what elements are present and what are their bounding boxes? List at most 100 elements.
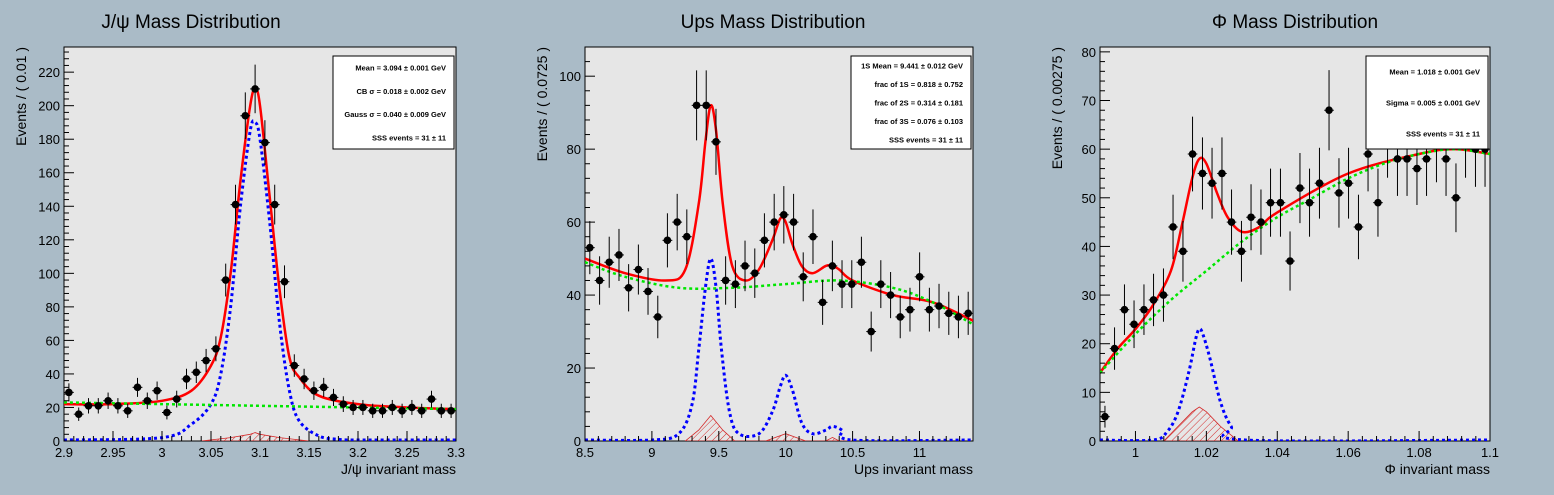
y-tick-label: 40 bbox=[46, 367, 60, 382]
fit-stat-line: Gauss σ = 0.040 ± 0.009 GeV bbox=[344, 110, 446, 119]
fit-stat-line: SSS events = 31 ± 11 bbox=[372, 133, 446, 142]
data-point bbox=[914, 252, 925, 302]
data-point bbox=[240, 92, 251, 140]
y-tick-label: 20 bbox=[1082, 337, 1096, 352]
y-tick-label: 80 bbox=[1082, 45, 1096, 60]
data-point bbox=[856, 236, 867, 288]
y-tick-label: 60 bbox=[46, 333, 60, 348]
total-fit-curve bbox=[585, 104, 973, 322]
y-tick-label: 140 bbox=[38, 199, 60, 214]
data-point bbox=[963, 291, 973, 335]
data-point bbox=[604, 236, 615, 288]
x-tick-label: 1.02 bbox=[1194, 445, 1219, 460]
data-point bbox=[132, 377, 143, 397]
data-point bbox=[662, 213, 673, 268]
data-point bbox=[181, 368, 192, 390]
background-fit-curve bbox=[1100, 147, 1490, 374]
y-axis-title: Events / ( 0.0725 ) bbox=[534, 47, 550, 161]
x-tick-label: 10.5 bbox=[840, 445, 865, 460]
fit-stat-line: SSS events = 31 ± 11 bbox=[1406, 130, 1480, 139]
data-point bbox=[672, 193, 683, 251]
y-tick-label: 80 bbox=[46, 300, 60, 315]
x-tick-label: 1.04 bbox=[1265, 445, 1290, 460]
data-point bbox=[1119, 284, 1130, 335]
data-point bbox=[1109, 327, 1120, 370]
data-point bbox=[1236, 220, 1247, 282]
data-point bbox=[934, 283, 944, 329]
data-point bbox=[260, 120, 270, 165]
plot-area bbox=[585, 70, 973, 441]
background-fit-curve bbox=[585, 261, 973, 326]
chart-title: J/ψ Mass Distribution bbox=[101, 12, 280, 33]
data-point bbox=[594, 256, 605, 305]
fit-stat-line: frac of 3S = 0.076 ± 0.103 bbox=[874, 117, 963, 126]
data-point bbox=[720, 256, 731, 305]
data-point bbox=[808, 209, 818, 265]
data-point bbox=[1226, 189, 1237, 255]
data-point bbox=[633, 244, 644, 295]
data-point bbox=[1100, 405, 1110, 428]
y-axis-title: Events / ( 0.01 ) bbox=[13, 47, 29, 146]
x-tick-label: 1.06 bbox=[1336, 445, 1361, 460]
y-tick-label: 100 bbox=[38, 266, 60, 281]
y-tick-label: 80 bbox=[567, 142, 581, 157]
x-tick-label: 3.25 bbox=[394, 445, 419, 460]
y-tick-label: 40 bbox=[1082, 239, 1096, 254]
data-point bbox=[1373, 168, 1383, 237]
x-tick-label: 3.3 bbox=[447, 445, 465, 460]
data-point bbox=[1187, 116, 1198, 192]
data-point bbox=[269, 184, 280, 225]
data-point bbox=[103, 392, 113, 409]
data-point bbox=[318, 377, 329, 397]
chart-panel-1: J/ψ Mass Distribution 2.9 2.95 3 3.05 3.1 3.15… bbox=[13, 12, 465, 477]
data-point bbox=[924, 287, 935, 332]
x-axis-title: Φ invariant mass bbox=[1385, 461, 1490, 477]
fit-stat-line: Mean = 1.018 ± 0.001 GeV bbox=[1389, 68, 1480, 77]
data-point bbox=[299, 368, 309, 390]
data-point bbox=[643, 268, 653, 315]
data-point bbox=[1334, 158, 1344, 228]
x-tick-label: 3 bbox=[158, 445, 165, 460]
data-point bbox=[220, 263, 231, 297]
data-point bbox=[1451, 163, 1461, 233]
data-point bbox=[93, 398, 104, 414]
hatched-component bbox=[1163, 406, 1239, 441]
x-tick-label: 2.9 bbox=[55, 445, 73, 460]
x-tick-label: 1.08 bbox=[1406, 445, 1431, 460]
fit-stats-box: Mean = 3.094 ± 0.001 GeV CB σ = 0.018 ± 0… bbox=[332, 55, 455, 150]
data-point bbox=[1314, 147, 1325, 219]
y-tick-label: 60 bbox=[1082, 142, 1096, 157]
fit-stat-line: frac of 1S = 0.818 ± 0.752 bbox=[874, 80, 963, 89]
hatched-component bbox=[201, 432, 310, 441]
data-point bbox=[837, 260, 847, 309]
data-point bbox=[1343, 147, 1354, 219]
y-tick-label: 0 bbox=[574, 434, 581, 449]
data-point bbox=[1285, 231, 1295, 291]
data-point bbox=[1217, 137, 1227, 210]
data-point bbox=[730, 260, 741, 309]
data-point bbox=[309, 381, 319, 400]
data-point bbox=[711, 108, 721, 175]
data-point bbox=[230, 184, 241, 225]
plot-area bbox=[1100, 70, 1490, 441]
x-axis-title: J/ψ invariant mass bbox=[341, 461, 456, 477]
data-point bbox=[1265, 168, 1276, 237]
data-point bbox=[1139, 284, 1149, 335]
data-point bbox=[846, 260, 857, 309]
data-point bbox=[585, 221, 595, 275]
data-point bbox=[1207, 147, 1217, 219]
data-point bbox=[623, 264, 634, 312]
data-point bbox=[817, 279, 828, 325]
x-tick-label: 9 bbox=[648, 445, 655, 460]
data-point bbox=[798, 252, 809, 302]
data-point bbox=[162, 405, 172, 420]
data-point bbox=[1353, 194, 1364, 260]
data-point bbox=[387, 399, 398, 415]
y-tick-label: 30 bbox=[1082, 288, 1096, 303]
data-point bbox=[1168, 194, 1178, 260]
data-point bbox=[943, 291, 954, 335]
signal-fit-curve bbox=[1100, 327, 1490, 441]
data-point bbox=[769, 193, 780, 251]
y-tick-label: 50 bbox=[1082, 191, 1096, 206]
